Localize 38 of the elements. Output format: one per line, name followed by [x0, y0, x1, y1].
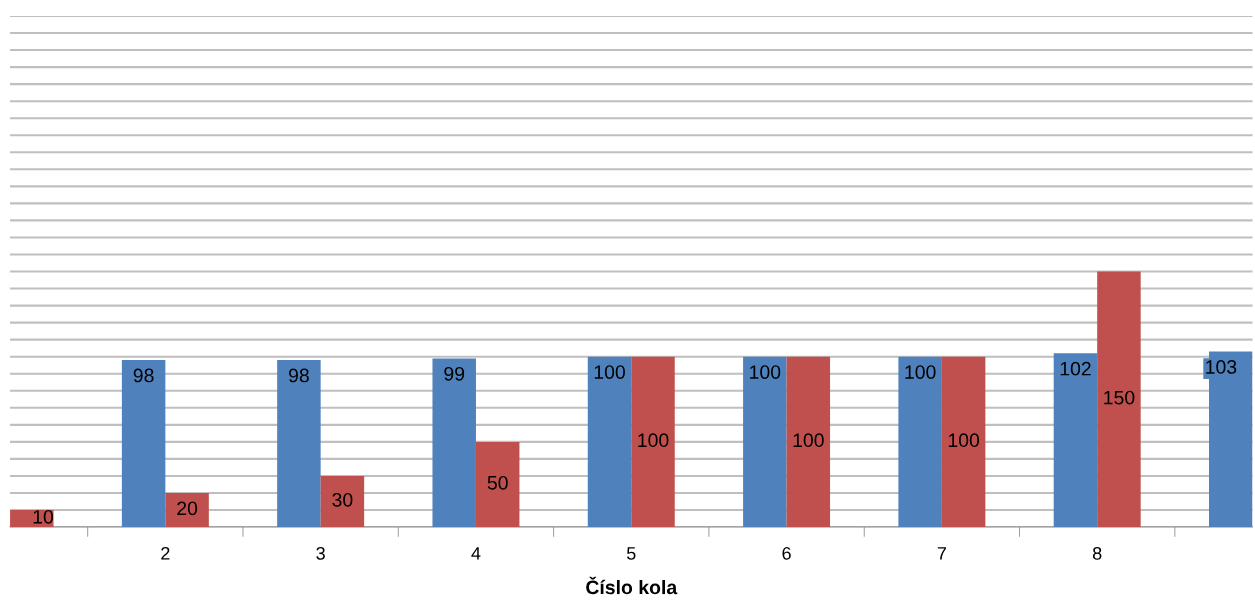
bar: [277, 360, 321, 528]
bar: [320, 475, 365, 528]
bar: [631, 356, 675, 528]
x-tick-label: 6: [782, 546, 791, 560]
x-tick-label: 8: [1092, 546, 1102, 560]
data-label: 100: [638, 433, 669, 448]
bar: [1053, 353, 1098, 528]
x-tick-label: 7: [937, 547, 946, 560]
bar: [475, 441, 520, 528]
x-tick-label: 4: [471, 547, 481, 560]
bar: [165, 492, 209, 528]
data-label: 30: [332, 492, 353, 507]
data-label: 50: [487, 475, 508, 490]
data-label: 10: [33, 509, 54, 524]
data-label: 103: [1206, 360, 1237, 374]
bar: [743, 356, 787, 528]
data-label: 98: [289, 368, 309, 383]
bar: [898, 356, 942, 528]
data-label: 150: [1104, 390, 1135, 405]
data-label: 100: [594, 365, 625, 379]
bar: [121, 360, 166, 528]
bar: [786, 356, 831, 528]
x-tick-label: 3: [316, 546, 325, 560]
data-label: 98: [133, 368, 154, 383]
data-label: 100: [793, 433, 824, 448]
bar: [432, 358, 476, 528]
bar: [587, 356, 632, 528]
x-tick-label: 2: [161, 546, 170, 560]
data-label: 102: [1060, 361, 1091, 376]
bar: [1097, 271, 1141, 528]
data-label: 100: [750, 365, 781, 379]
x-tick-label: 5: [626, 547, 636, 560]
data-label: 100: [905, 365, 936, 379]
data-label: 99: [444, 366, 465, 381]
x-axis-title: Číslo kola: [586, 576, 678, 595]
data-label: 100: [948, 433, 980, 448]
bar: [941, 356, 986, 528]
data-label: 20: [177, 501, 198, 516]
